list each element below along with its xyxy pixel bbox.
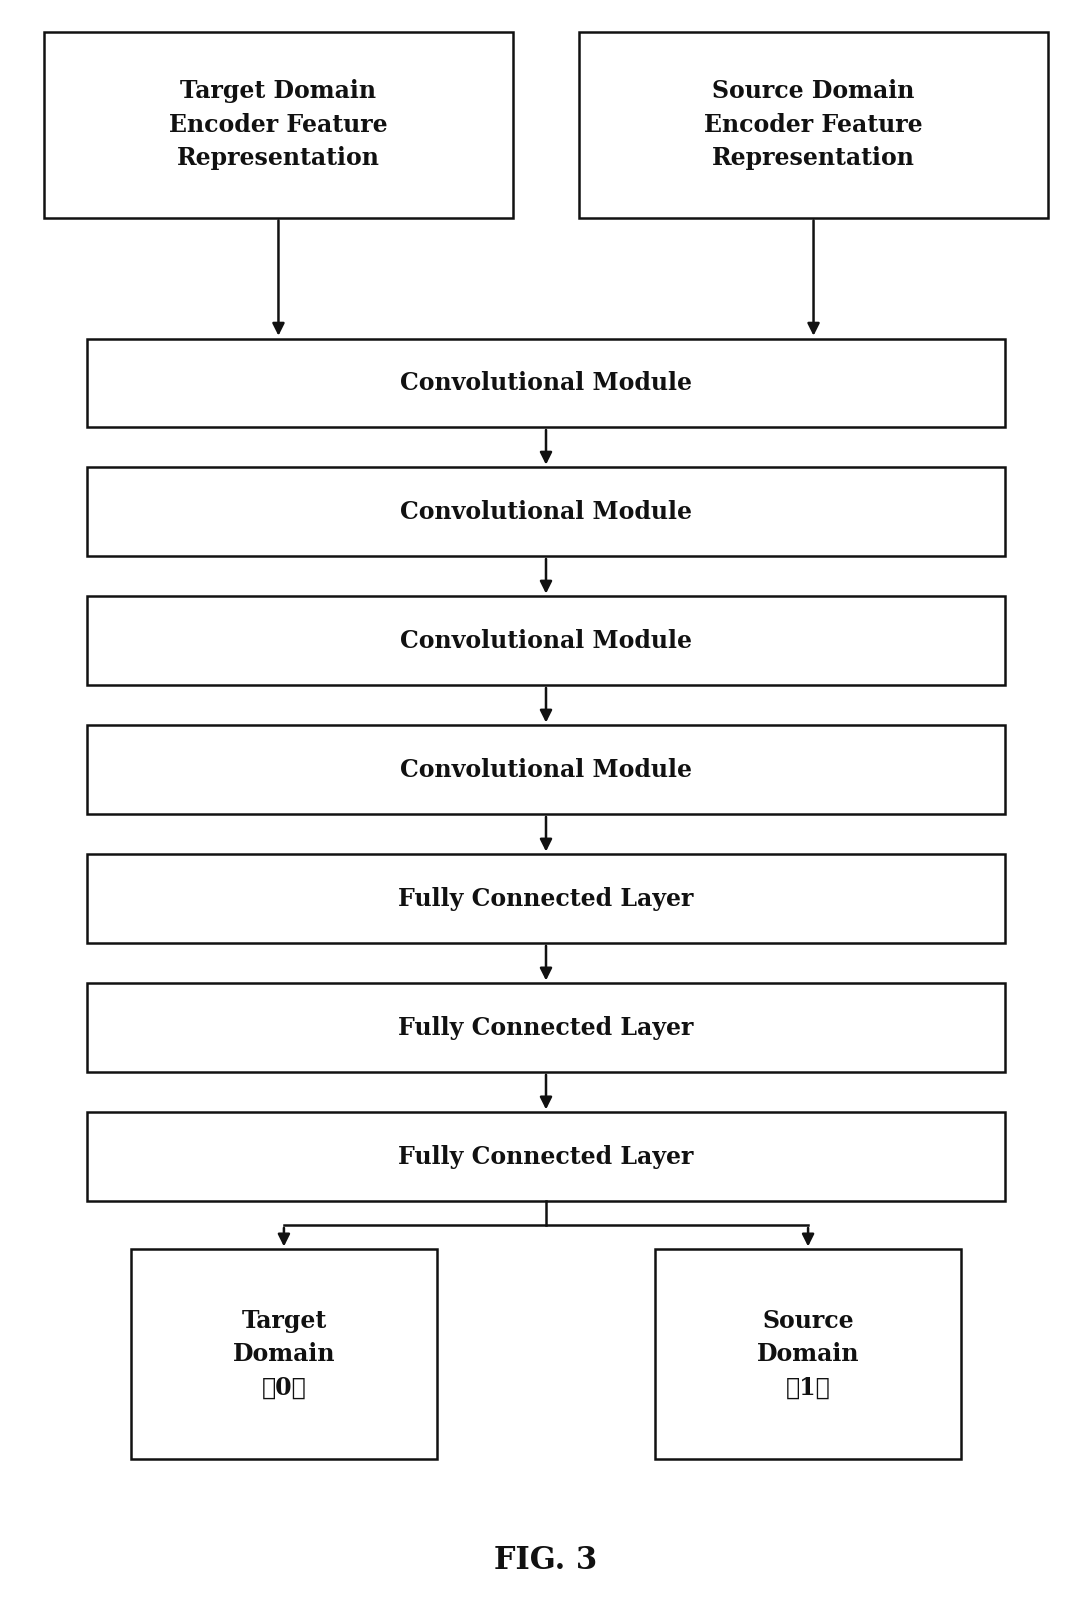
Text: Target Domain
Encoder Feature
Representation: Target Domain Encoder Feature Representa… — [169, 79, 388, 171]
Text: Convolutional Module: Convolutional Module — [400, 371, 692, 395]
Text: Source
Domain
（1）: Source Domain （1） — [757, 1309, 859, 1399]
Bar — [131, 1249, 437, 1459]
Text: Source Domain
Encoder Feature
Representation: Source Domain Encoder Feature Representa… — [704, 79, 923, 171]
Text: Fully Connected Layer: Fully Connected Layer — [399, 887, 693, 911]
Bar — [87, 596, 1005, 685]
Text: Fully Connected Layer: Fully Connected Layer — [399, 1016, 693, 1040]
Bar — [87, 467, 1005, 556]
Bar — [87, 854, 1005, 943]
Bar — [655, 1249, 961, 1459]
Text: Target
Domain
（0）: Target Domain （0） — [233, 1309, 335, 1399]
Bar — [87, 983, 1005, 1072]
Text: FIG. 3: FIG. 3 — [495, 1544, 597, 1577]
Bar — [87, 1112, 1005, 1201]
Text: Convolutional Module: Convolutional Module — [400, 758, 692, 782]
Bar — [579, 32, 1048, 218]
Text: Convolutional Module: Convolutional Module — [400, 500, 692, 524]
Bar — [44, 32, 513, 218]
Bar — [87, 339, 1005, 427]
Text: Convolutional Module: Convolutional Module — [400, 629, 692, 653]
Bar — [87, 725, 1005, 814]
Text: Fully Connected Layer: Fully Connected Layer — [399, 1145, 693, 1169]
